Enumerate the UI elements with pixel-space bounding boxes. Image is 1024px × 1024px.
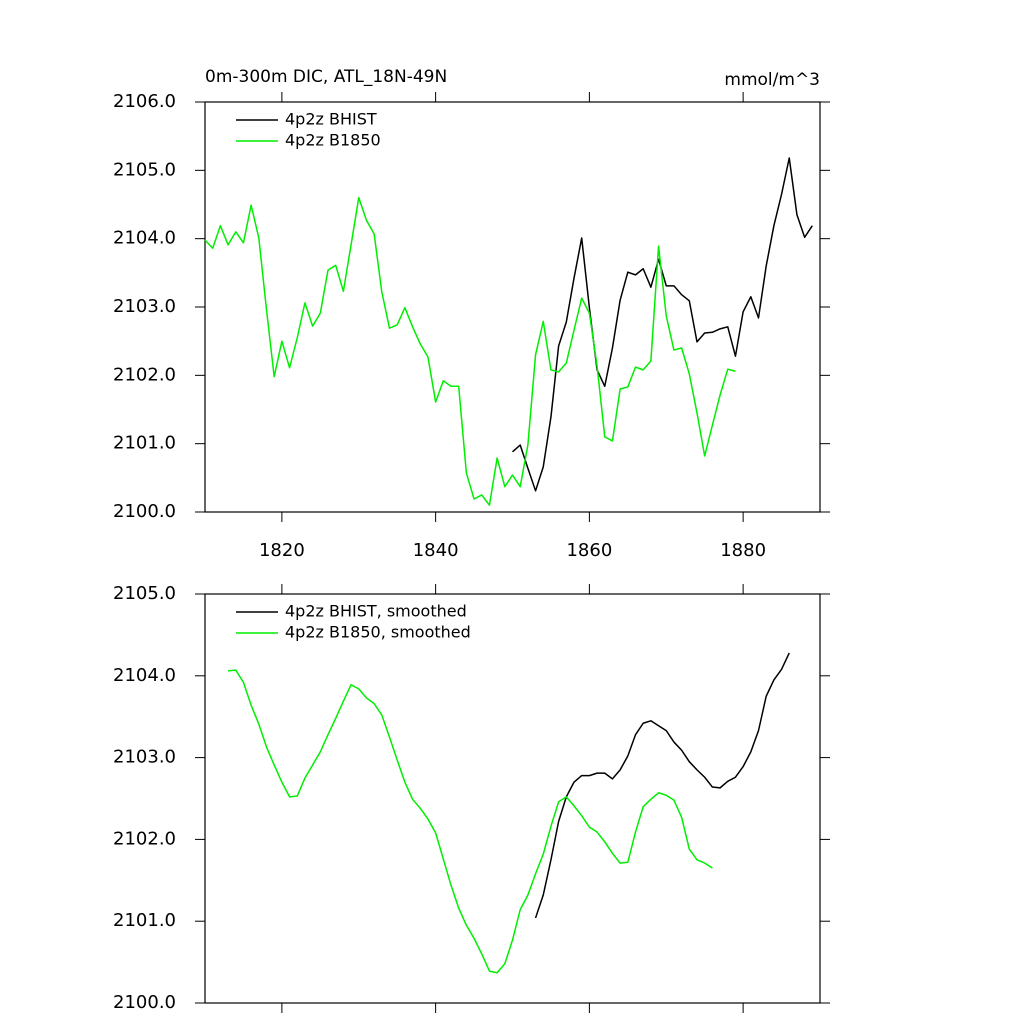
legend-label: 4p2z BHIST, smoothed — [285, 602, 467, 621]
legend-label: 4p2z B1850 — [285, 131, 381, 150]
data-line — [204, 196, 736, 506]
y-tick-label: 2100.0 — [113, 992, 176, 1013]
y-tick-label: 2106.0 — [113, 91, 176, 112]
units-label: mmol/m^3 — [724, 70, 820, 90]
plot-frame — [204, 101, 821, 513]
plot-frame — [204, 593, 821, 1004]
y-tick-label: 2102.0 — [113, 828, 176, 849]
y-tick-label: 2105.0 — [113, 159, 176, 180]
legend-label: 4p2z B1850, smoothed — [285, 623, 471, 642]
y-tick-label: 2102.0 — [113, 364, 176, 385]
x-tick-label: 1860 — [566, 540, 612, 561]
y-tick-label: 2101.0 — [113, 910, 176, 931]
y-tick-label: 2104.0 — [113, 228, 176, 249]
x-tick-label: 1880 — [720, 540, 766, 561]
y-tick-label: 2103.0 — [113, 296, 176, 317]
chart-title: 0m-300m DIC, ATL_18N-49N — [205, 67, 447, 87]
data-line — [227, 669, 713, 974]
data-line — [512, 157, 813, 492]
legend-label: 4p2z BHIST — [285, 110, 377, 129]
y-tick-label: 2100.0 — [113, 501, 176, 522]
y-tick-label: 2104.0 — [113, 665, 176, 686]
y-tick-label: 2103.0 — [113, 747, 176, 768]
y-tick-label: 2105.0 — [113, 583, 176, 604]
y-tick-label: 2101.0 — [113, 433, 176, 454]
data-line — [534, 652, 790, 919]
x-tick-label: 1820 — [259, 540, 305, 561]
x-tick-label: 1840 — [413, 540, 459, 561]
